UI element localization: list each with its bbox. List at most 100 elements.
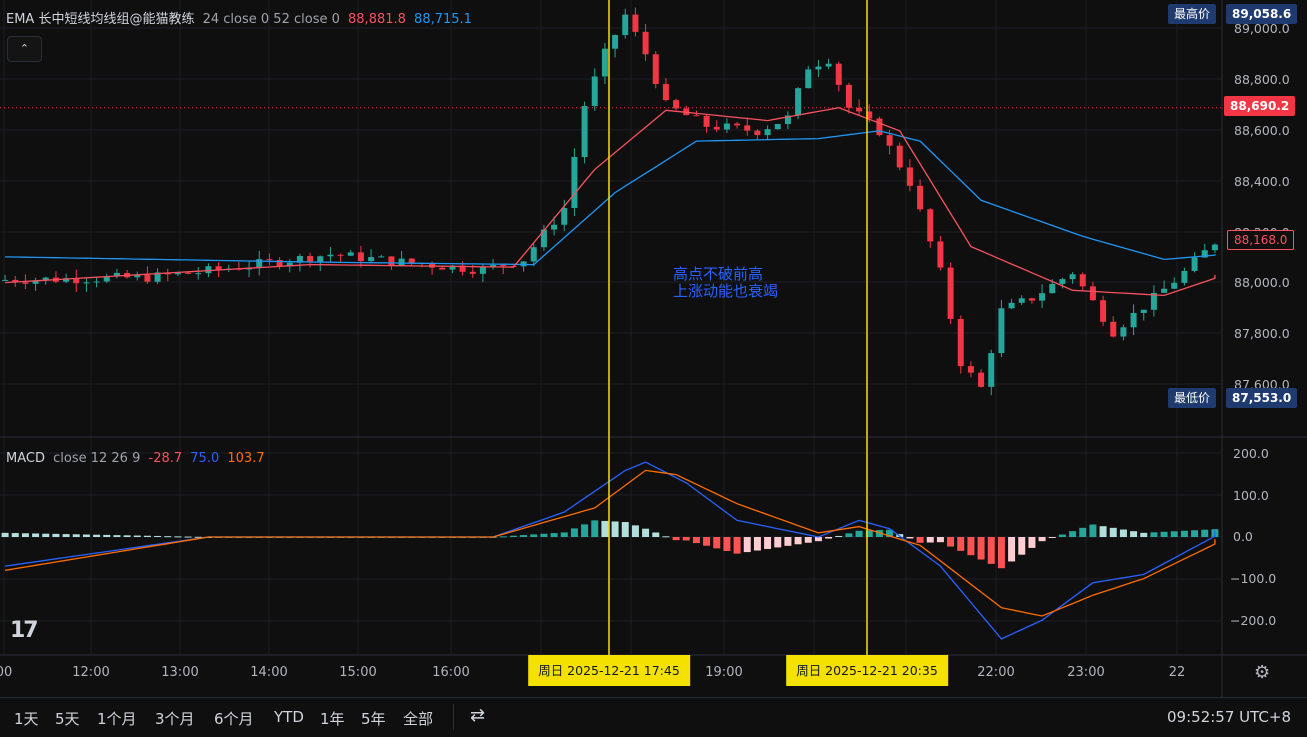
macd-histogram-bar: [1170, 531, 1178, 537]
candle-body: [723, 123, 730, 130]
candle-body: [459, 265, 466, 272]
macd-histogram-bar: [103, 534, 111, 537]
macd-histogram-bar: [133, 535, 141, 537]
price-tick: 89,000.0: [1234, 21, 1290, 36]
range-1m-button[interactable]: 1个月: [97, 710, 137, 728]
candle-body: [795, 88, 802, 116]
candle-body: [103, 276, 110, 282]
time-tick: 13:00: [161, 665, 199, 680]
candle-body: [378, 256, 385, 258]
macd-histogram-bar: [530, 534, 538, 537]
candle-body: [2, 279, 9, 281]
candle-body: [744, 125, 751, 131]
candle-body: [561, 208, 568, 225]
macd-histogram-bar: [174, 536, 182, 538]
macd-histogram-bar: [936, 537, 944, 543]
candle-body: [988, 353, 995, 387]
range-1y-button[interactable]: 1年: [320, 710, 345, 728]
macd-histogram-bar: [825, 537, 833, 539]
ema-title: EMA 长中短线均线组@能猫教练: [6, 12, 195, 27]
macd-histogram-bar: [62, 534, 70, 537]
macd-histogram-bar: [32, 533, 40, 537]
range-ytd-button[interactable]: YTD: [274, 708, 304, 726]
ema-value-1: 88,881.8: [348, 12, 406, 27]
macd-histogram-bar: [1201, 529, 1209, 537]
candle-body: [1181, 270, 1188, 283]
candle-body: [195, 273, 202, 275]
macd-line-value: 75.0: [190, 451, 220, 466]
macd-histogram-bar: [631, 525, 639, 537]
macd-histogram-bar: [591, 520, 599, 537]
candle-body: [927, 209, 934, 242]
low-price-label: 最低价: [1168, 388, 1217, 408]
macd-histogram-bar: [1119, 529, 1127, 537]
candle-body: [144, 274, 151, 282]
macd-histogram-bar: [1180, 530, 1188, 537]
price-tick: 88,400.0: [1234, 174, 1290, 189]
range-1d-button[interactable]: 1天: [14, 710, 39, 728]
candle-body: [500, 264, 507, 267]
collapse-legend-button[interactable]: ⌃: [7, 36, 42, 62]
macd-histogram-bar: [82, 534, 90, 537]
macd-histogram-bar: [642, 528, 650, 537]
macd-histogram-bar: [621, 522, 629, 537]
range-5d-button[interactable]: 5天: [55, 710, 80, 728]
time-tick: 12:00: [72, 665, 110, 680]
candle-body: [673, 100, 680, 109]
macd-histogram-bar: [733, 537, 741, 554]
candle-body: [93, 281, 100, 283]
macd-histogram-bar: [784, 537, 792, 546]
candle-body: [805, 69, 812, 89]
candle-body: [703, 115, 710, 127]
chart-canvas[interactable]: [0, 0, 1307, 697]
candle-body: [754, 130, 761, 136]
candle-body: [1140, 309, 1147, 313]
macd-histogram-bar: [540, 533, 548, 537]
crosshair-time-tag: 周日 2025-12-21 20:35: [786, 655, 948, 686]
candle-body: [937, 241, 944, 268]
chart-annotation[interactable]: 高点不破前高 上涨动能也衰竭: [673, 266, 778, 300]
macd-histogram-bar: [1150, 532, 1158, 537]
calendar-range-icon[interactable]: ⇄: [470, 705, 486, 726]
candle-body: [490, 264, 497, 268]
candle-body: [866, 111, 873, 119]
candle-body: [1171, 282, 1178, 289]
candle-body: [734, 123, 741, 126]
macd-histogram-bar: [814, 537, 822, 542]
macd-histogram-bar: [947, 537, 955, 547]
macd-histogram-bar: [1018, 537, 1026, 555]
candle-body: [185, 272, 192, 274]
clock-timezone[interactable]: 09:52:57 UTC+8: [1167, 708, 1291, 726]
candle-body: [276, 260, 283, 267]
chevron-up-icon: ⌃: [19, 42, 30, 55]
macd-histogram-bar: [1089, 524, 1097, 537]
candle-body: [113, 272, 120, 277]
time-tick: 16:00: [432, 665, 470, 680]
gear-icon[interactable]: ⚙: [1254, 662, 1271, 683]
candle-body: [764, 129, 771, 136]
price-tick: 88,800.0: [1234, 72, 1290, 87]
range-5y-button[interactable]: 5年: [361, 710, 386, 728]
candle-body: [1191, 257, 1198, 271]
candle-body: [174, 272, 181, 275]
macd-histogram-bar: [1, 532, 9, 537]
macd-histogram-bar: [743, 537, 751, 553]
macd-tick: 200.0: [1233, 446, 1269, 461]
macd-histogram-bar: [845, 533, 853, 537]
range-6m-button[interactable]: 6个月: [214, 710, 254, 728]
macd-histogram-bar: [875, 530, 883, 537]
candle-body: [662, 84, 669, 101]
tradingview-logo[interactable]: 17: [10, 618, 39, 643]
range-3m-button[interactable]: 3个月: [155, 710, 195, 728]
candle-body: [632, 14, 639, 32]
candle-body: [266, 259, 273, 261]
range-all-button[interactable]: 全部: [403, 710, 434, 728]
macd-histogram-bar: [113, 535, 121, 537]
macd-histogram-bar: [1191, 530, 1199, 537]
candle-body: [784, 115, 791, 125]
candle-body: [1039, 293, 1046, 301]
macd-histogram-bar: [804, 537, 812, 543]
macd-histogram-bar: [21, 533, 29, 537]
candle-body: [357, 252, 364, 262]
candle-body: [398, 258, 405, 266]
